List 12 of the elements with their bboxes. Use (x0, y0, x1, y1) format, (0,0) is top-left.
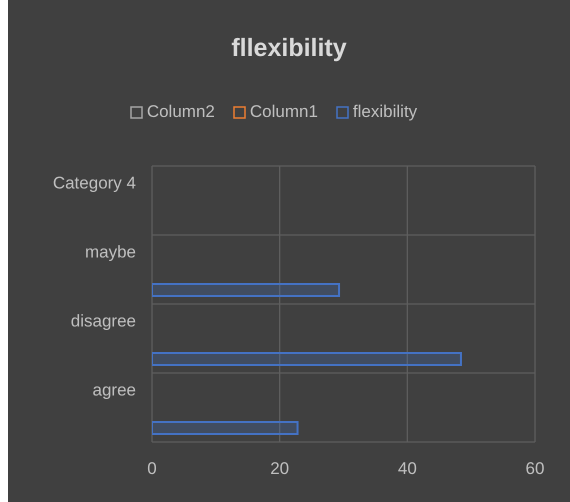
y-tick-label: maybe (84, 242, 136, 262)
y-tick-label: disagree (70, 312, 136, 331)
legend-label: flexibility (352, 102, 418, 122)
x-tick-label: 0 (147, 459, 157, 478)
x-tick-label: 20 (270, 459, 290, 478)
legend-label: Column2 (146, 102, 215, 122)
x-tick-label: 60 (526, 459, 544, 478)
chart-title: fllexibility (230, 32, 348, 64)
y-tick-label: agree (92, 380, 136, 400)
legend-label: Column1 (248, 102, 318, 122)
x-tick-label: 40 (398, 459, 417, 478)
y-tick-label: Category 4 (52, 174, 136, 193)
